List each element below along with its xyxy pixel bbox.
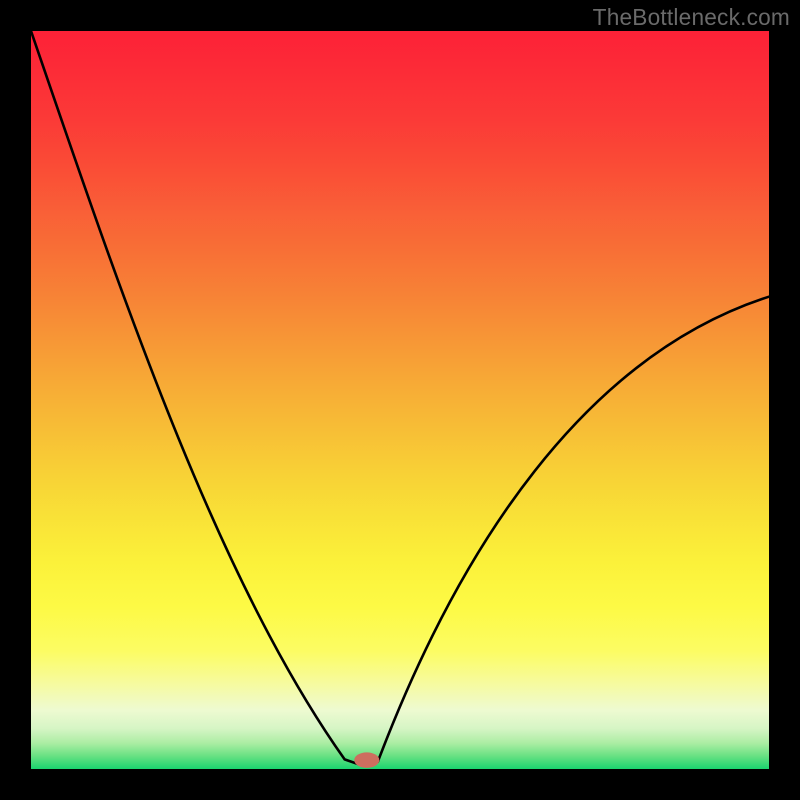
watermark-label: TheBottleneck.com — [593, 4, 790, 31]
gradient-background — [31, 31, 769, 769]
minimum-marker — [354, 752, 379, 767]
chart-frame: TheBottleneck.com — [0, 0, 800, 800]
bottleneck-curve-chart — [31, 31, 769, 769]
plot-area — [31, 31, 769, 769]
